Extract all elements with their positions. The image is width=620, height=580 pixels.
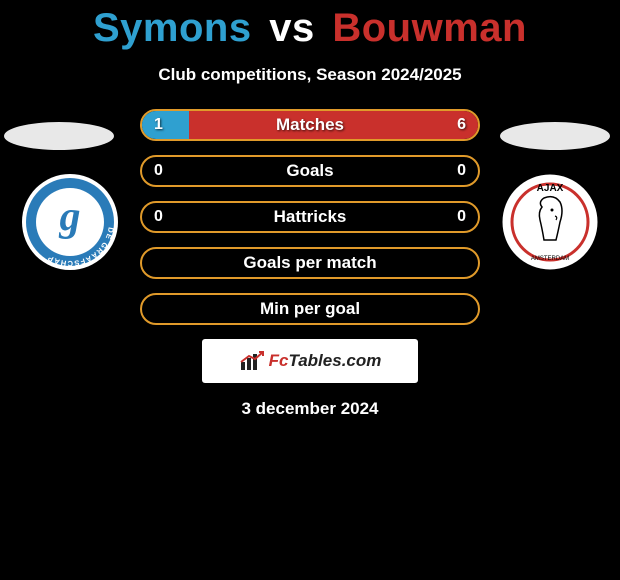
badge-text: FcTables.com [269, 351, 382, 371]
stat-fill-left [142, 111, 189, 139]
source-badge: FcTables.com [202, 339, 418, 383]
stat-fill-right [189, 111, 478, 139]
vs-text: vs [269, 6, 315, 50]
svg-text:AMSTERDAM: AMSTERDAM [531, 256, 569, 262]
stat-value-right: 0 [457, 203, 466, 231]
date-text: 3 december 2024 [0, 399, 620, 419]
stat-value-left: 1 [154, 111, 163, 139]
stat-row: 16Matches [140, 109, 480, 141]
player2-name: Bouwman [332, 6, 527, 50]
stat-row: 0 0Hattricks [140, 201, 480, 233]
stat-row: Min per goal [140, 293, 480, 325]
chart-icon [239, 350, 265, 372]
stat-label: Min per goal [142, 295, 478, 323]
stat-value-left: 0 [154, 203, 163, 231]
subtitle: Club competitions, Season 2024/2025 [0, 65, 620, 85]
player1-name: Symons [93, 6, 252, 50]
club-logo-right: AJAX AMSTERDAM [500, 172, 600, 272]
stat-label: Goals [142, 157, 478, 185]
comparison-title: Symons vs Bouwman [0, 0, 620, 51]
svg-text:g: g [59, 194, 81, 240]
stat-value-right: 6 [457, 111, 466, 139]
ajax-logo-icon: AJAX AMSTERDAM [500, 172, 600, 272]
stats-container: 16Matches00Goals00HattricksGoals per mat… [140, 109, 480, 325]
stat-row: 0 0Goals [140, 155, 480, 187]
stat-label: Goals per match [142, 249, 478, 277]
stat-value-right: 0 [457, 157, 466, 185]
player2-avatar-placeholder [500, 122, 610, 150]
stat-value-left: 0 [154, 157, 163, 185]
de-graafschap-logo-icon: g DE GRAAFSCHAP [20, 172, 120, 272]
stat-row: Goals per match [140, 247, 480, 279]
player1-avatar-placeholder [4, 122, 114, 150]
svg-text:AJAX: AJAX [537, 183, 564, 194]
stat-label: Hattricks [142, 203, 478, 231]
club-logo-left: g DE GRAAFSCHAP [20, 172, 120, 272]
